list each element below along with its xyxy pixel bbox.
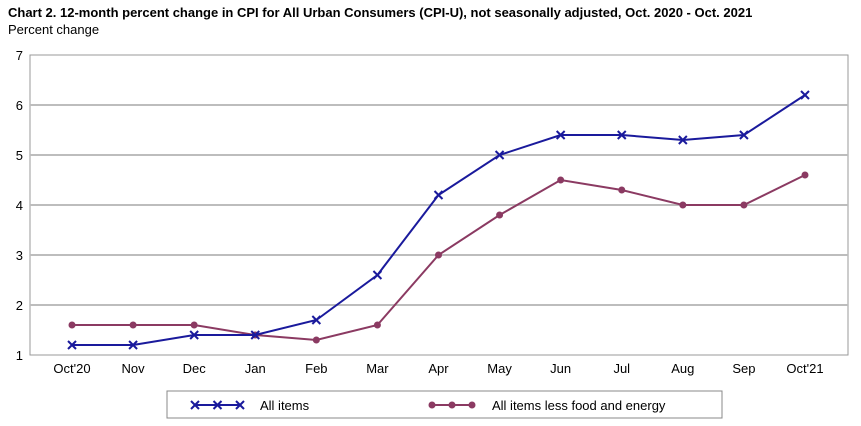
legend-label: All items less food and energy bbox=[492, 398, 666, 413]
data-point bbox=[190, 321, 198, 329]
legend-marker bbox=[448, 401, 456, 409]
y-tick-label: 3 bbox=[16, 248, 23, 263]
data-point bbox=[800, 90, 810, 100]
x-tick-label: Oct'20 bbox=[53, 361, 90, 376]
x-tick-label: Dec bbox=[183, 361, 207, 376]
data-point bbox=[739, 130, 749, 140]
data-point bbox=[311, 315, 322, 325]
data-point bbox=[189, 330, 199, 340]
chart-title: Chart 2. 12-month percent change in CPI … bbox=[8, 5, 753, 20]
y-tick-label: 2 bbox=[16, 298, 23, 313]
x-tick-label: Nov bbox=[122, 361, 146, 376]
data-point bbox=[494, 150, 505, 160]
legend-marker bbox=[212, 400, 223, 410]
data-point bbox=[618, 186, 626, 194]
x-tick-label: Aug bbox=[671, 361, 694, 376]
data-point bbox=[557, 176, 565, 184]
legend-marker bbox=[468, 401, 476, 409]
x-tick-label: May bbox=[487, 361, 512, 376]
legend-marker bbox=[190, 400, 200, 410]
legend-label: All items bbox=[260, 398, 310, 413]
data-point bbox=[740, 201, 748, 209]
legend-marker bbox=[428, 401, 436, 409]
x-tick-label: Jun bbox=[550, 361, 571, 376]
x-tick-label: Sep bbox=[732, 361, 755, 376]
data-point bbox=[433, 190, 444, 200]
y-tick-label: 7 bbox=[16, 48, 23, 63]
data-point bbox=[679, 201, 687, 209]
data-point bbox=[250, 330, 260, 340]
data-point bbox=[801, 171, 809, 179]
y-tick-label: 4 bbox=[16, 198, 23, 213]
x-tick-label: Oct'21 bbox=[786, 361, 823, 376]
data-point bbox=[128, 340, 138, 350]
data-point bbox=[129, 321, 137, 329]
data-point bbox=[373, 321, 381, 329]
legend-item-all-items: All items bbox=[190, 398, 310, 413]
data-point bbox=[617, 130, 627, 140]
data-point bbox=[67, 340, 77, 350]
x-tick-label: Jul bbox=[613, 361, 630, 376]
x-tick-label: Jan bbox=[245, 361, 266, 376]
x-tick-label: Mar bbox=[366, 361, 389, 376]
y-axis-label: Percent change bbox=[8, 22, 100, 37]
data-point bbox=[496, 211, 504, 219]
y-tick-label: 5 bbox=[16, 148, 23, 163]
legend-marker bbox=[235, 400, 245, 410]
data-point bbox=[678, 135, 688, 145]
x-tick-label: Feb bbox=[305, 361, 327, 376]
y-tick-label: 1 bbox=[16, 348, 23, 363]
data-point bbox=[435, 251, 442, 259]
data-point bbox=[68, 321, 76, 329]
legend-item-all-items-less-food-and-energy: All items less food and energy bbox=[428, 398, 666, 413]
data-point bbox=[312, 336, 320, 344]
y-tick-label: 6 bbox=[16, 98, 23, 113]
data-point bbox=[372, 270, 383, 280]
series-all-items bbox=[67, 90, 810, 350]
data-point bbox=[555, 130, 566, 140]
series-all-items-less-food-and-energy bbox=[68, 171, 809, 344]
x-tick-label: Apr bbox=[428, 361, 449, 376]
